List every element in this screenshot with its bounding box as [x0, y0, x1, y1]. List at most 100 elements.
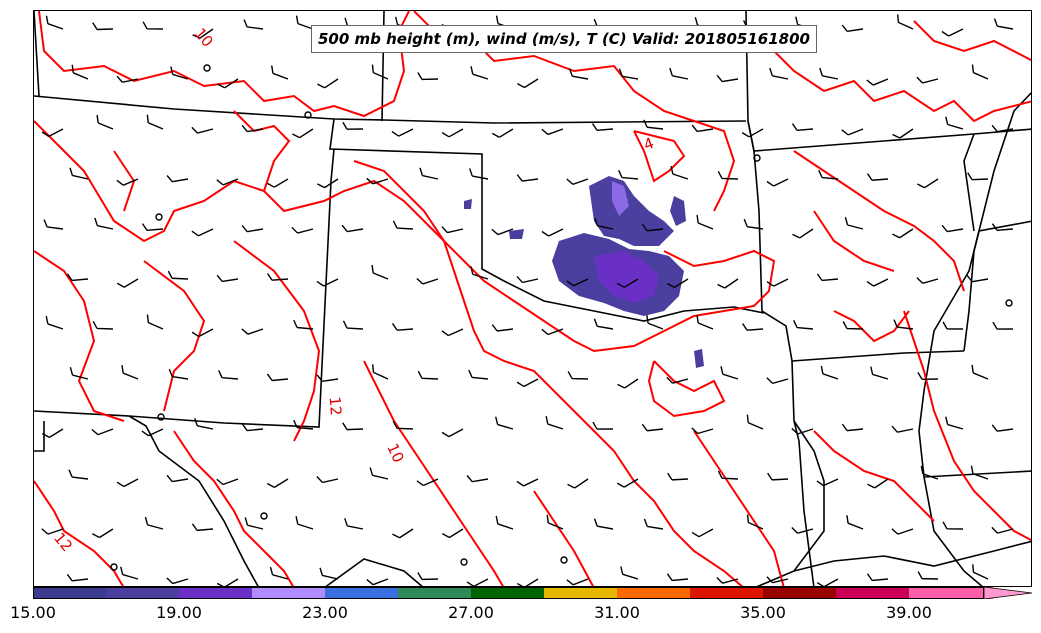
wind-barb [441, 528, 464, 539]
wind-barb [920, 465, 939, 480]
wind-barb [916, 76, 939, 84]
colorbar-swatch [33, 587, 106, 599]
wind-barb [146, 114, 164, 130]
reflectivity-field [464, 176, 704, 368]
wind-barb [841, 24, 864, 33]
wind-barb [991, 124, 1014, 133]
wind-barb [270, 65, 289, 80]
colorbar-swatch [398, 587, 471, 599]
wind-barb [892, 228, 914, 239]
wind-barb [71, 64, 89, 80]
wind-barb [41, 428, 64, 438]
contour-label: 10 [191, 24, 217, 50]
wind-barb [116, 478, 139, 488]
wind-barb [166, 175, 189, 183]
wind-barb [441, 226, 464, 234]
wind-barb [166, 474, 189, 483]
wind-barb [91, 428, 114, 436]
wind-barb [416, 478, 439, 487]
wind-barb [191, 328, 214, 338]
wind-barb [491, 228, 514, 236]
wind-barb [567, 478, 589, 489]
contour-label: 12 [325, 396, 345, 417]
colorbar-border [33, 587, 984, 599]
wind-barb [643, 119, 664, 130]
wind-barb [45, 15, 64, 30]
wind-barb [716, 576, 739, 584]
wind-barb [566, 278, 589, 287]
wind-barb [617, 378, 639, 389]
wind-barb [116, 75, 139, 83]
wind-barb [342, 422, 364, 431]
wind-barb [43, 219, 64, 230]
wind-barb [466, 578, 489, 586]
wind-barb [371, 64, 389, 80]
wind-barb [366, 177, 389, 185]
wind-barb [371, 264, 389, 280]
wind-barb [419, 167, 439, 180]
wind-barb [891, 425, 914, 433]
wind-barb [344, 518, 364, 530]
colorbar-tick-label: 19.00 [156, 603, 202, 622]
wind-barb [917, 178, 939, 189]
wind-barb [295, 516, 314, 530]
wind-barb [468, 369, 489, 380]
wind-barb [791, 123, 814, 132]
wind-barb [216, 578, 239, 586]
wind-barb [292, 128, 314, 139]
wind-barb [818, 169, 839, 180]
wind-barb [846, 515, 864, 530]
wind-barb [696, 314, 714, 330]
wind-barb [291, 226, 314, 234]
wind-barb [893, 319, 914, 330]
wind-barb [546, 514, 564, 530]
colorbar-swatch [836, 587, 909, 599]
contour-labels: 10 4 12 10 12 [50, 24, 656, 555]
wind-barb [66, 573, 89, 582]
wind-barb [266, 373, 289, 382]
wind-barb [68, 469, 89, 480]
wind-barb [842, 321, 864, 330]
colorbar [33, 587, 1033, 599]
wind-barb [767, 472, 789, 481]
wind-barb [545, 416, 564, 430]
wind-barb [168, 368, 189, 380]
colorbar-swatch [325, 587, 398, 599]
colorbar-swatch [617, 587, 690, 599]
wind-barb [620, 566, 639, 580]
wind-barb [766, 278, 789, 287]
wind-barb [669, 67, 689, 80]
wind-barb [516, 275, 539, 284]
contour-label: 12 [50, 529, 76, 555]
colorbar-tick-label: 31.00 [594, 603, 640, 622]
colorbar-swatch [252, 587, 325, 599]
wind-barb [92, 528, 114, 539]
wind-barb [146, 314, 164, 330]
wind-barb [541, 128, 564, 136]
wind-barb [516, 478, 539, 487]
wind-barb [470, 66, 489, 80]
wind-barb [216, 274, 239, 283]
wind-barb [566, 578, 589, 586]
wind-barb [241, 423, 264, 432]
wind-barb [116, 178, 139, 186]
wind-barb [417, 572, 439, 581]
colorbar-swatch [763, 587, 836, 599]
wind-barb [244, 517, 264, 530]
wind-barb [866, 573, 889, 582]
wind-barb [417, 370, 439, 380]
wind-barb [516, 174, 539, 182]
wind-barb [516, 378, 539, 388]
wind-barb [120, 566, 139, 580]
wind-barb [116, 278, 139, 288]
map-title: 500 mb height (m), wind (m/s), T (C) Val… [311, 25, 817, 53]
wind-barb [41, 128, 64, 137]
wind-barb [366, 578, 389, 586]
wind-barb [441, 128, 464, 138]
wind-barb [971, 364, 989, 380]
wind-barb [666, 573, 689, 582]
wind-barb [141, 223, 164, 232]
colorbar-extend-arrow [983, 587, 1033, 599]
wind-barb [866, 173, 889, 181]
wind-barb [643, 518, 664, 530]
